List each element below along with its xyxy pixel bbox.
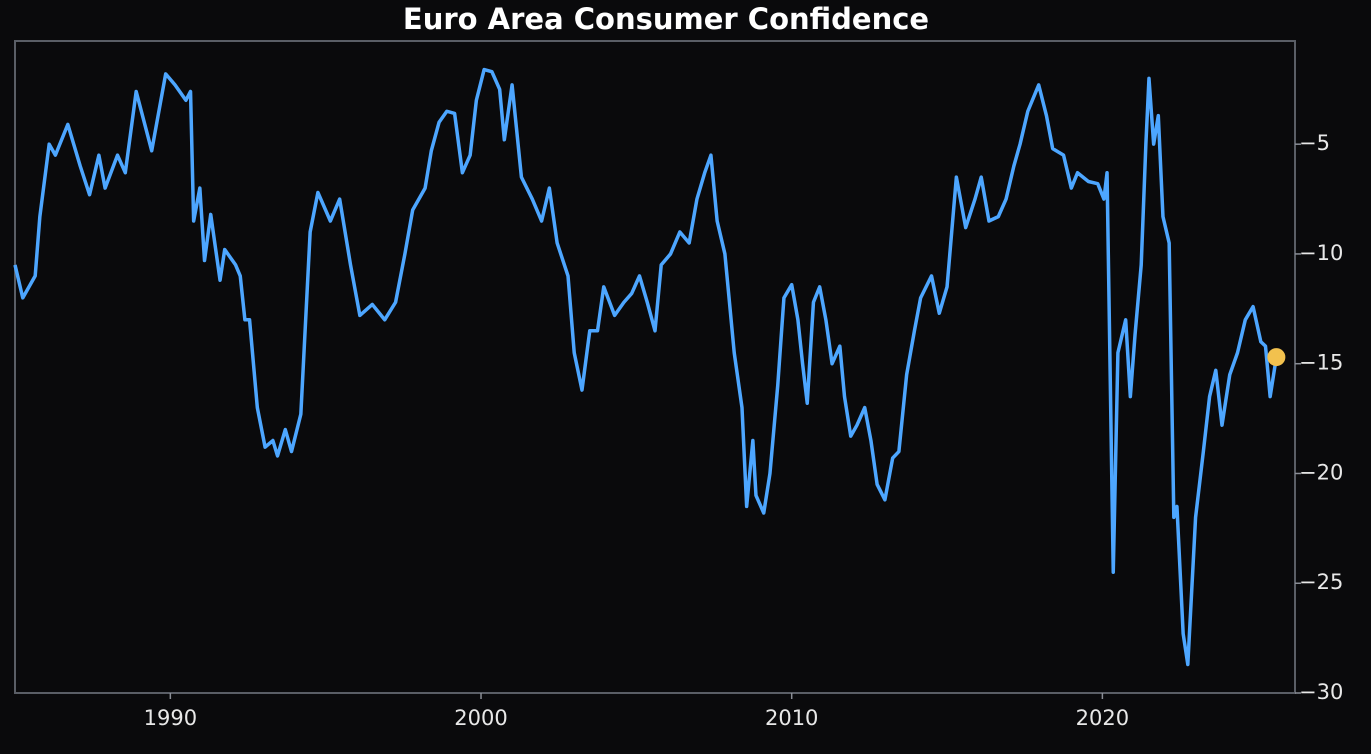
chart-title: Euro Area Consumer Confidence [403,2,929,36]
x-tick-label: 2010 [765,706,818,730]
y-tick-label: −15 [1299,351,1343,375]
last-point [1267,348,1286,367]
y-tick-label: −30 [1299,680,1343,704]
x-tick-label: 2020 [1076,706,1129,730]
y-tick-label: −20 [1299,460,1343,484]
x-tick-label: 1990 [144,706,197,730]
y-tick-label: −10 [1299,241,1343,265]
line-series [13,67,1279,667]
x-tick-label: 2000 [454,706,507,730]
y-tick-label: −25 [1299,570,1343,594]
y-tick-label: −5 [1299,131,1330,155]
plot-frame [14,40,1296,694]
